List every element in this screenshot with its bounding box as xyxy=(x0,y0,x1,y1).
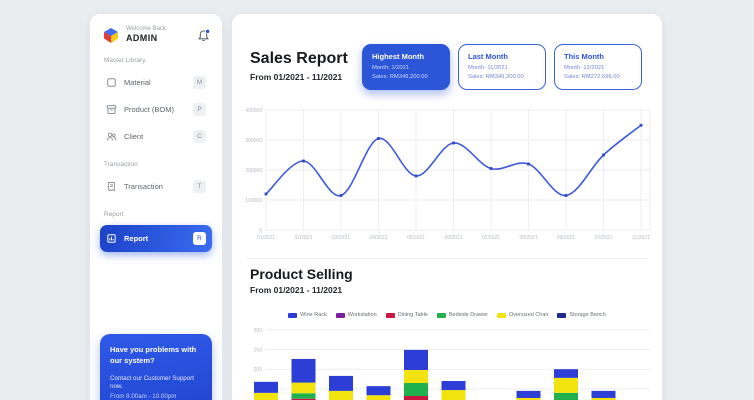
legend-swatch xyxy=(335,312,345,318)
client-users-icon xyxy=(106,132,117,141)
notification-bell-icon[interactable] xyxy=(197,28,211,42)
stat-card-sales: Sales: RM349,200.00 xyxy=(468,73,524,80)
svg-text:300: 300 xyxy=(254,328,263,334)
svg-text:03/2021: 03/2021 xyxy=(332,235,350,241)
legend-swatch xyxy=(288,312,298,318)
shortcut-badge: R xyxy=(193,232,206,245)
legend-item[interactable]: Storage Bench xyxy=(557,312,606,318)
svg-text:0: 0 xyxy=(259,228,262,234)
sidebar-item-label: Product (BOM) xyxy=(124,105,175,114)
sidebar-item-label: Report xyxy=(124,234,149,243)
stat-card-sales: Sales: RM349,200.00 xyxy=(372,73,428,80)
legend-swatch xyxy=(385,312,395,318)
legend-label: Dining Table xyxy=(397,312,428,318)
legend-swatch xyxy=(436,312,446,318)
sales-line-chart: 0 100000 200000 300000 400000 01/2021 02/2021 0… xyxy=(245,108,651,241)
svg-text:100000: 100000 xyxy=(245,198,262,204)
legend-item[interactable]: Wine Rack xyxy=(288,312,327,318)
svg-text:200000: 200000 xyxy=(245,168,262,174)
legend-item[interactable]: Oversized Chair xyxy=(497,312,548,318)
section-divider xyxy=(246,258,648,259)
main-panel: Sales Report From 01/2021 - 11/2021 High… xyxy=(232,14,662,400)
sidebar-item-label: Client xyxy=(124,132,144,141)
support-text: Contact our Customer Support now. xyxy=(110,375,194,391)
svg-text:08/2021: 08/2021 xyxy=(519,235,537,241)
sidebar-header: Welcome Back, ADMIN xyxy=(100,26,212,44)
sales-report-subtitle: From 01/2021 - 11/2021 xyxy=(250,72,343,82)
stat-card-title: Last Month xyxy=(468,52,508,61)
sidebar-item-product-bom[interactable]: Product (BOM) P xyxy=(100,98,212,121)
welcome-text: Welcome Back, xyxy=(126,26,168,32)
sidebar-item-label: Material xyxy=(124,78,151,87)
sidebar: Welcome Back, ADMIN Master Library Mater… xyxy=(90,14,222,400)
sidebar-item-transaction[interactable]: Transaction T xyxy=(100,175,212,198)
product-box-icon xyxy=(106,105,117,114)
stat-card-title: Highest Month xyxy=(372,52,425,61)
stat-cards-row: Highest Month Month: 1/2021 Sales: RM349… xyxy=(362,44,642,90)
svg-text:09/2021: 09/2021 xyxy=(557,235,575,241)
product-selling-title: Product Selling xyxy=(250,266,353,282)
sales-report-title: Sales Report xyxy=(250,50,348,67)
sidebar-item-report[interactable]: Report R xyxy=(100,225,212,252)
stat-card-last-month[interactable]: Last Month Month: 11/2021 Sales: RM349,2… xyxy=(458,44,546,90)
svg-text:04/2021: 04/2021 xyxy=(369,235,387,241)
section-label-report: Report xyxy=(104,211,124,218)
svg-text:11/2021: 11/2021 xyxy=(632,235,650,241)
svg-text:300000: 300000 xyxy=(245,138,262,144)
svg-text:400000: 400000 xyxy=(245,108,262,114)
legend-label: Wine Rack xyxy=(300,312,327,318)
stat-card-title: This Month xyxy=(564,52,604,61)
stat-card-month: Month: 11/2021 xyxy=(468,65,508,71)
stat-card-this-month[interactable]: This Month Month: 12/2021 Sales: RM272,6… xyxy=(554,44,642,90)
material-icon xyxy=(107,78,116,87)
stat-card-sales: Sales: RM272,696.00 xyxy=(564,73,620,80)
shortcut-badge: T xyxy=(193,180,206,193)
username: ADMIN xyxy=(126,33,158,44)
legend-item[interactable]: Workstation xyxy=(335,312,377,318)
app-logo-icon xyxy=(104,28,118,43)
product-selling-bar-chart: 05010015020025030001/202102/202103/20210… xyxy=(254,328,650,400)
legend-swatch xyxy=(557,312,567,318)
support-heading: Have you problems with our system? xyxy=(110,345,197,365)
svg-text:02/2021: 02/2021 xyxy=(294,235,312,241)
section-label-transaction: Transaction xyxy=(104,161,138,168)
product-selling-subtitle: From 01/2021 - 11/2021 xyxy=(250,285,343,295)
legend-label: Storage Bench xyxy=(569,312,606,318)
support-hours: From 8.00am - 10.00pm xyxy=(110,392,177,400)
shortcut-badge: P xyxy=(193,103,206,116)
report-chart-icon xyxy=(107,234,116,243)
svg-text:01/2021: 01/2021 xyxy=(257,235,275,241)
sidebar-item-material[interactable]: Material M xyxy=(100,71,212,94)
shortcut-badge: M xyxy=(193,76,206,89)
sidebar-item-client[interactable]: Client C xyxy=(100,125,212,148)
svg-text:05/2021: 05/2021 xyxy=(407,235,425,241)
legend-label: Workstation xyxy=(347,312,377,318)
support-card: Have you problems with our system? Conta… xyxy=(100,334,212,400)
legend-label: Bedside Drawer xyxy=(448,312,488,318)
svg-text:06/2021: 06/2021 xyxy=(444,235,462,241)
legend-swatch xyxy=(497,312,506,318)
bar-chart-legend: Wine Rack Workstation Dining Table Bedside … xyxy=(232,312,662,318)
stat-card-month: Month: 12/2021 xyxy=(564,65,605,71)
svg-text:250: 250 xyxy=(254,348,263,354)
shortcut-badge: C xyxy=(193,130,206,143)
legend-item[interactable]: Dining Table xyxy=(385,312,428,318)
legend-label: Oversized Chair xyxy=(509,312,549,318)
section-label-master-library: Master Library xyxy=(104,57,146,64)
svg-text:10/2021: 10/2021 xyxy=(594,235,612,241)
legend-item[interactable]: Bedside Drawer xyxy=(436,312,488,318)
svg-text:07/2021: 07/2021 xyxy=(482,235,500,241)
stat-card-highest-month[interactable]: Highest Month Month: 1/2021 Sales: RM349… xyxy=(362,44,450,90)
stat-card-month: Month: 1/2021 xyxy=(372,65,410,71)
transaction-receipt-icon xyxy=(108,182,115,192)
sidebar-item-label: Transaction xyxy=(124,182,163,191)
svg-text:200: 200 xyxy=(254,367,263,373)
